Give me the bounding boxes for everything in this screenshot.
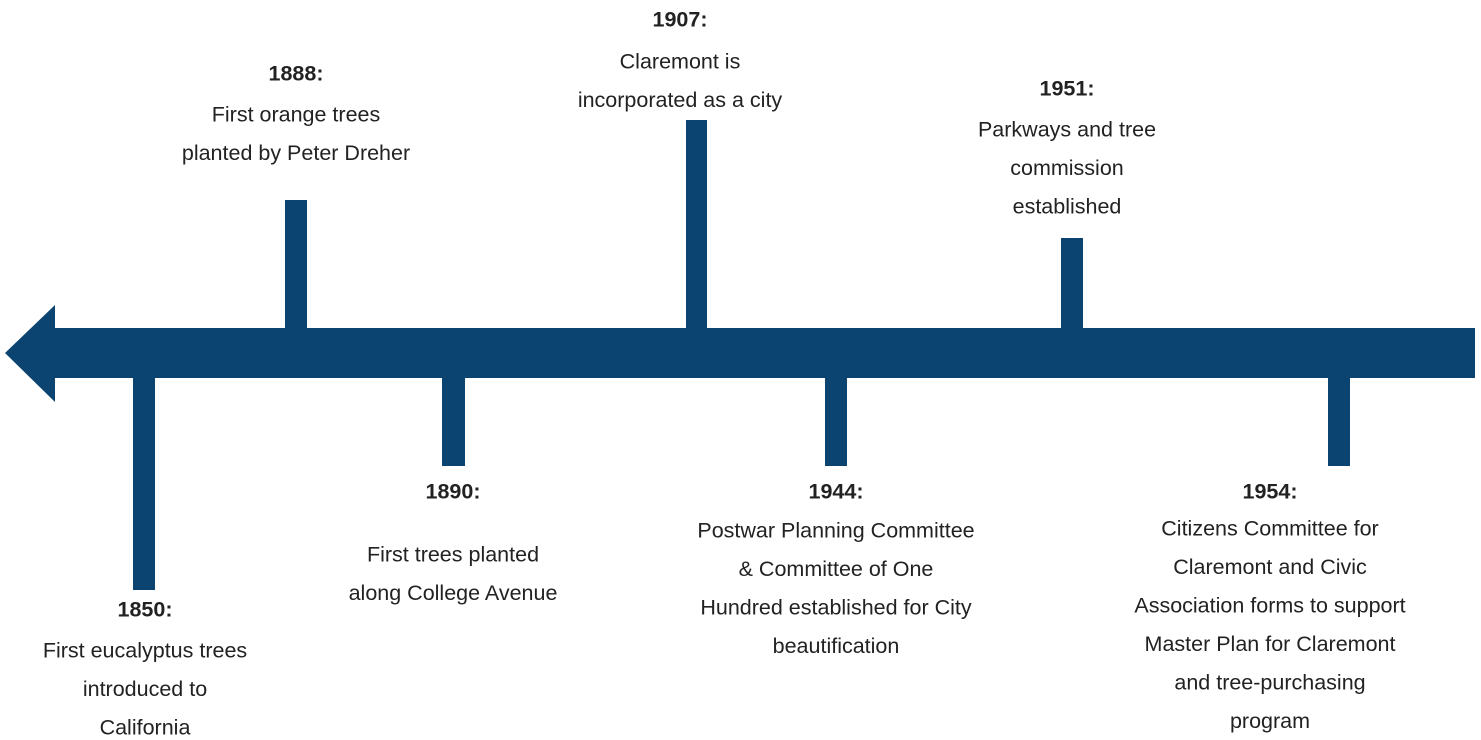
stem: [825, 378, 847, 466]
event-description: Master Plan for Claremont: [1145, 632, 1396, 656]
event-description: Claremont is: [620, 50, 741, 74]
event-description: along College Avenue: [349, 581, 558, 605]
event-description: First orange trees: [212, 103, 380, 127]
event-description: Hundred established for City: [700, 596, 972, 620]
event-description: introduced to: [83, 677, 207, 701]
event-description: program: [1230, 709, 1310, 733]
event-year: 1954:: [1243, 480, 1298, 504]
event-labels: 1850: First eucalyptus trees introduced to…: [43, 8, 1406, 740]
event-year: 1951:: [1040, 77, 1095, 101]
stem: [285, 200, 307, 328]
stem: [1061, 238, 1083, 328]
event-year: 1890:: [426, 480, 481, 504]
event-description: commission: [1010, 156, 1124, 180]
event-description: Association forms to support: [1134, 594, 1405, 618]
stem: [1328, 378, 1350, 466]
event-description: and tree-purchasing: [1174, 671, 1365, 695]
timeline-arrow: [5, 305, 1475, 402]
event-year: 1907:: [653, 8, 708, 32]
event-description: Citizens Committee for: [1161, 517, 1378, 541]
event-description: First eucalyptus trees: [43, 639, 247, 663]
event-description: incorporated as a city: [578, 88, 783, 112]
event-description: California: [100, 716, 191, 740]
event-year: 1850:: [118, 598, 173, 622]
event-description: established: [1013, 195, 1122, 219]
stem: [686, 120, 707, 328]
stem: [133, 378, 155, 590]
event-year: 1888:: [269, 62, 324, 86]
event-year: 1944:: [809, 480, 864, 504]
event-description: beautification: [773, 634, 900, 658]
event-description: Postwar Planning Committee: [697, 519, 974, 543]
event-description: Parkways and tree: [978, 118, 1156, 142]
event-description: planted by Peter Dreher: [182, 141, 410, 165]
event-description: Claremont and Civic: [1173, 555, 1367, 579]
stem: [442, 378, 465, 466]
event-description: First trees planted: [367, 543, 539, 567]
event-description: & Committee of One: [739, 557, 934, 581]
